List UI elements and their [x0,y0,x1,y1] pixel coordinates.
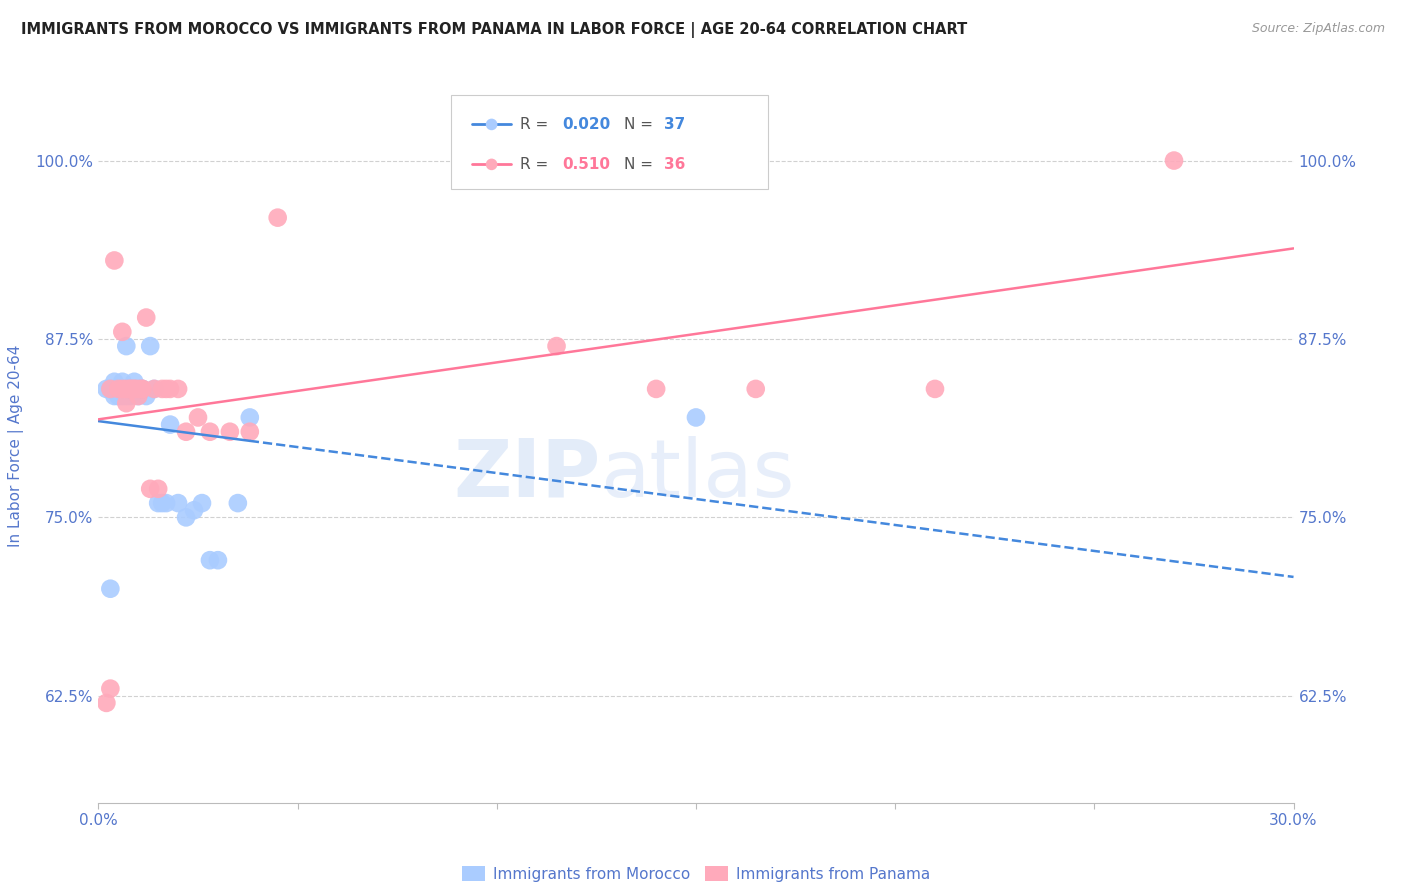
Point [111,325,134,339]
Point [174,425,197,439]
Point [96,696,118,710]
Point [127,389,149,403]
Point [191,496,214,510]
Point [135,310,157,325]
Point [143,382,166,396]
Point [148,496,170,510]
Point [183,503,205,517]
Point [103,375,125,389]
Point [103,389,125,403]
Point [167,382,190,396]
Text: N =: N = [624,157,658,172]
Point [139,339,162,353]
Point [187,410,209,425]
Point [131,382,153,396]
Text: 36: 36 [664,157,685,172]
Point [150,382,173,396]
Point [143,382,166,396]
Point [131,382,153,396]
Point [167,496,190,510]
Point [685,410,707,425]
Text: Source: ZipAtlas.com: Source: ZipAtlas.com [1251,22,1385,36]
Point [131,382,153,396]
Point [127,389,149,403]
Point [207,553,229,567]
Point [198,553,221,567]
Point [107,389,129,403]
Point [131,382,153,396]
Point [120,382,142,396]
Text: 0.510: 0.510 [562,157,610,172]
Point [155,496,177,510]
Point [546,339,568,353]
Point [111,389,134,403]
FancyBboxPatch shape [451,95,768,189]
Point [96,382,118,396]
Point [100,382,122,396]
Point [100,582,122,596]
Point [124,382,146,396]
Point [745,382,768,396]
Point [174,510,197,524]
Text: R =: R = [520,157,554,172]
Point [115,339,138,353]
Point [120,382,142,396]
Point [111,382,134,396]
Y-axis label: In Labor Force | Age 20-64: In Labor Force | Age 20-64 [8,345,24,547]
Point [1163,153,1185,168]
Point [103,253,125,268]
Text: N =: N = [624,117,658,132]
Point [124,375,146,389]
Text: ZIP: ZIP [453,435,600,514]
Point [159,382,181,396]
Point [198,425,221,439]
Point [148,482,170,496]
Point [127,382,149,396]
Point [1398,224,1406,238]
Point [107,382,129,396]
Point [150,496,173,510]
Point [135,389,157,403]
Point [155,382,177,396]
Point [120,382,142,396]
Legend: Immigrants from Morocco, Immigrants from Panama: Immigrants from Morocco, Immigrants from… [456,860,936,888]
Point [100,681,122,696]
Point [139,482,162,496]
Point [120,389,142,403]
Text: 0.020: 0.020 [562,117,610,132]
Point [100,382,122,396]
Point [219,425,242,439]
Point [1398,304,1406,318]
Point [107,382,129,396]
Point [239,410,262,425]
Point [239,425,262,439]
Point [645,382,668,396]
Point [267,211,290,225]
Text: IMMIGRANTS FROM MOROCCO VS IMMIGRANTS FROM PANAMA IN LABOR FORCE | AGE 20-64 COR: IMMIGRANTS FROM MOROCCO VS IMMIGRANTS FR… [21,22,967,38]
Point [115,396,138,410]
Point [115,382,138,396]
Point [124,382,146,396]
Point [124,382,146,396]
Text: R =: R = [520,117,554,132]
Point [115,382,138,396]
Point [127,382,149,396]
Point [111,375,134,389]
Point [159,417,181,432]
Point [111,382,134,396]
Text: 37: 37 [664,117,685,132]
Text: atlas: atlas [600,435,794,514]
Point [924,382,946,396]
Point [115,389,138,403]
Point [226,496,249,510]
